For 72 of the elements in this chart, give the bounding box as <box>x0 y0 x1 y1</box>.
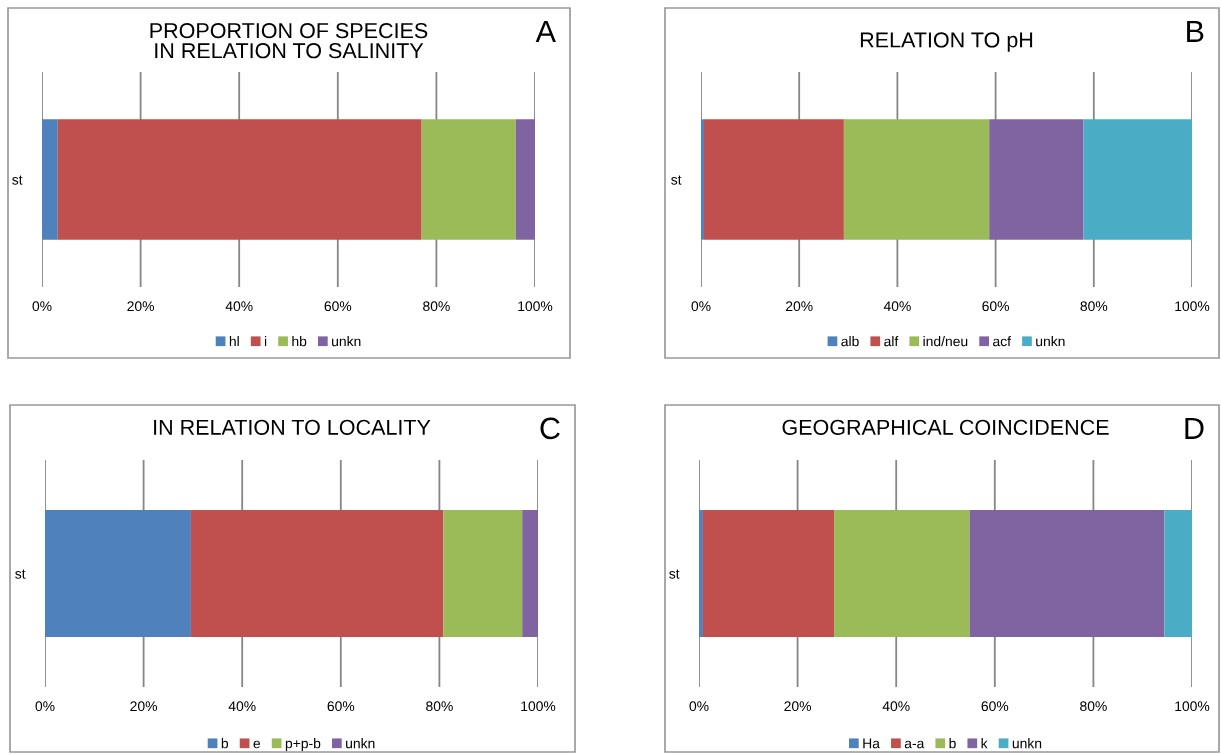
legend-label: a-a <box>904 740 925 749</box>
chart-title: GEOGRAPHICAL COINCIDENCE <box>782 419 1109 435</box>
y-tick-label: st <box>12 175 23 185</box>
legend-label: hb <box>292 336 307 347</box>
x-tick-label: 60% <box>982 301 1010 312</box>
x-tick-label: 100% <box>1175 301 1210 312</box>
legend-label: b <box>221 738 229 749</box>
legend-label: unkn <box>1012 738 1042 749</box>
bar <box>443 509 523 638</box>
y-tick-label: st <box>15 569 26 579</box>
x-tick-label: 40% <box>882 701 910 712</box>
x-tick-label: 20% <box>130 701 158 712</box>
x-tick-label: 60% <box>327 701 355 712</box>
legend-label: alf <box>884 336 899 347</box>
x-tick-label: 40% <box>228 701 256 712</box>
x-tick-label: 0% <box>35 701 55 712</box>
bar <box>57 119 422 240</box>
bar <box>834 509 970 638</box>
legend-label: unkn <box>346 738 375 749</box>
legend-label: ind/neu <box>923 336 968 347</box>
legend-label: acf <box>993 336 1012 347</box>
bar <box>701 119 704 240</box>
text: D <box>1185 417 1204 439</box>
x-tick-label: 20% <box>784 701 812 712</box>
bar <box>190 509 444 638</box>
legend-label: Ha <box>863 738 880 749</box>
bar <box>703 119 844 240</box>
legend-label: unkn <box>1036 336 1065 347</box>
bar <box>45 509 191 638</box>
x-tick-label: 60% <box>324 301 352 312</box>
bar <box>522 509 538 638</box>
x-tick-label: 0% <box>691 301 711 312</box>
x-tick-label: 80% <box>426 701 453 712</box>
chart-title: PROPORTION OF SPECIES IN RELATION TO SALINITY <box>150 23 428 59</box>
legend-label: i <box>264 336 267 347</box>
bar <box>1164 509 1192 638</box>
bar <box>989 119 1084 240</box>
text: B <box>1187 20 1204 42</box>
legend-label: p+p-b <box>285 738 321 752</box>
legend-label: unkn <box>332 336 361 347</box>
x-tick-label: 20% <box>127 301 155 312</box>
legend-label: e <box>253 740 261 749</box>
legend-label: k <box>981 738 988 749</box>
x-tick-label: 0% <box>32 301 52 312</box>
x-tick-label: 80% <box>1080 701 1107 712</box>
x-tick-label: 0% <box>689 701 709 712</box>
bar <box>969 509 1165 638</box>
x-tick-label: 40% <box>883 301 911 312</box>
bar <box>42 119 58 240</box>
y-tick-label: st <box>671 175 682 185</box>
chart-title: RELATION TO pH <box>860 32 1033 52</box>
bar <box>1083 119 1192 240</box>
bar <box>515 119 535 240</box>
x-tick-label: 80% <box>1080 301 1108 312</box>
x-tick-label: 80% <box>423 301 450 312</box>
legend-label: hl <box>229 336 239 347</box>
x-tick-label: 100% <box>521 701 556 712</box>
text: A <box>535 20 556 42</box>
bar <box>421 119 516 240</box>
chart-title: IN RELATION TO LOCALITY <box>154 419 431 435</box>
bar <box>699 509 703 638</box>
x-tick-label: 20% <box>786 301 813 312</box>
x-tick-label: 100% <box>1175 701 1210 712</box>
bar <box>702 509 835 638</box>
x-tick-label: 100% <box>518 301 553 312</box>
legend-label: alb <box>841 336 859 347</box>
text: C <box>540 417 560 440</box>
bar <box>843 119 990 240</box>
legend-label: b <box>949 738 956 749</box>
x-tick-label: 60% <box>981 701 1009 712</box>
x-tick-label: 40% <box>225 301 253 312</box>
y-tick-label: st <box>669 569 680 579</box>
